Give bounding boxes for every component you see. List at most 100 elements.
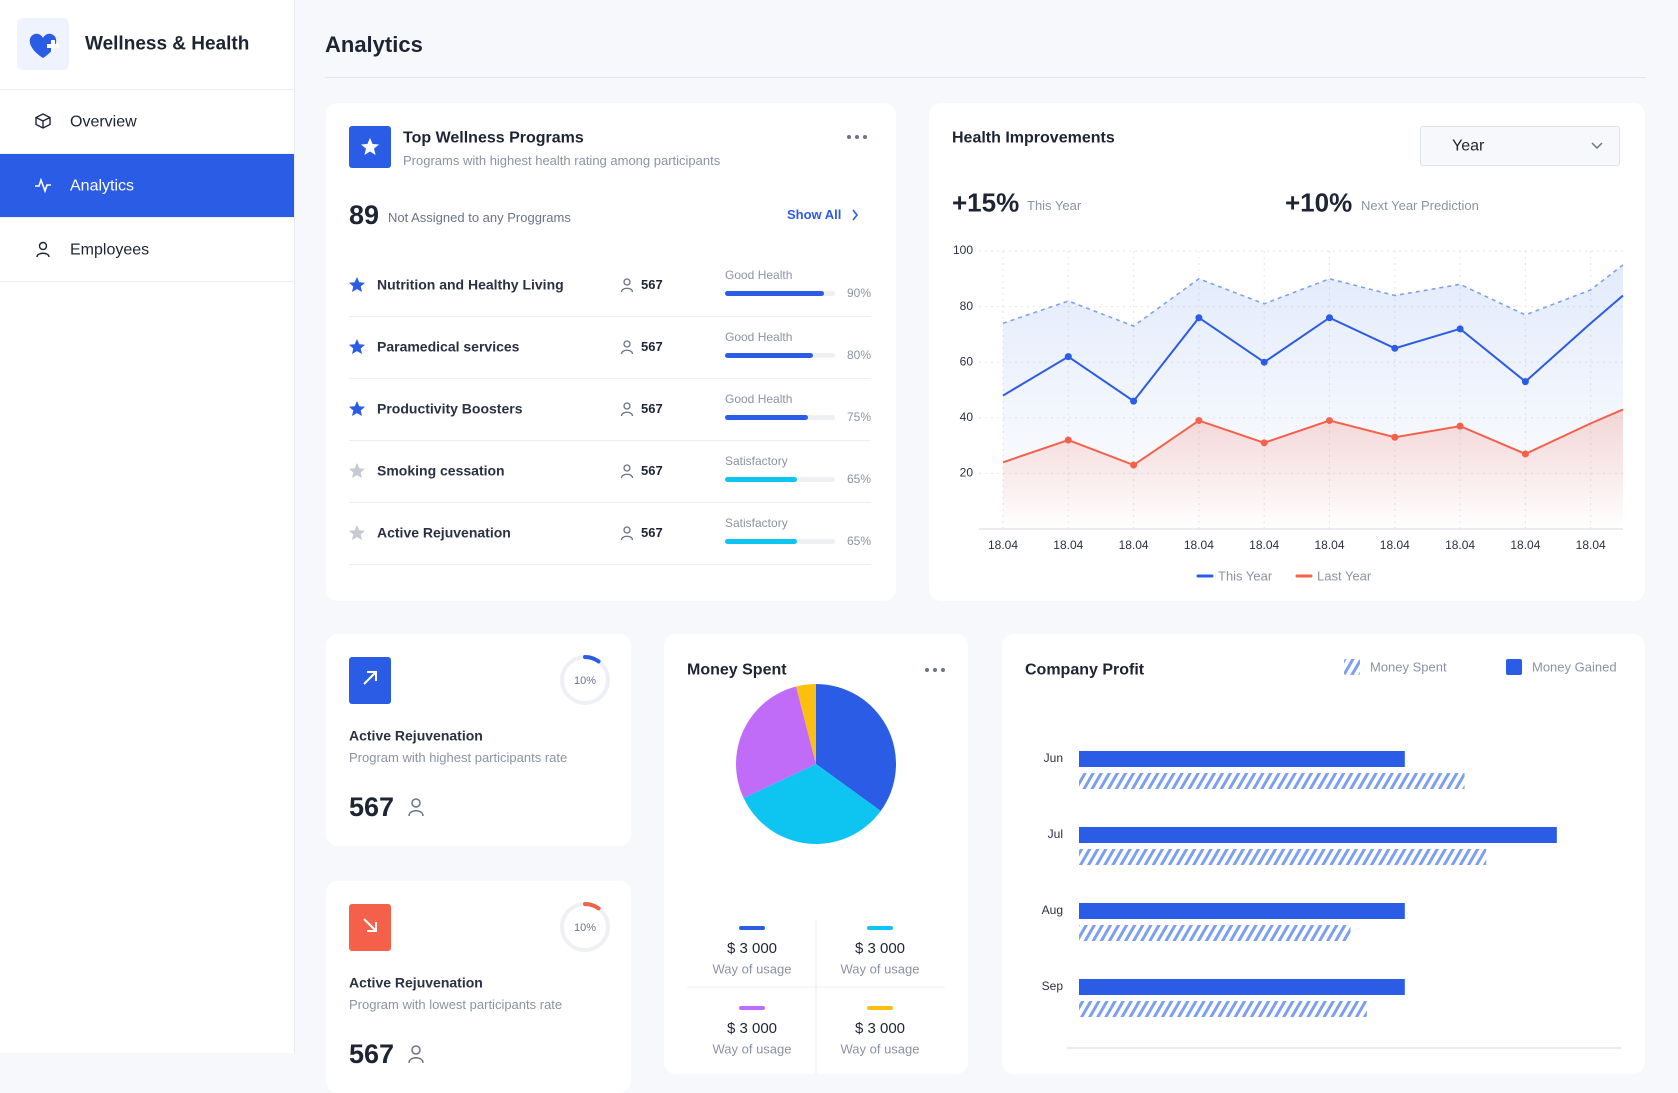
person-icon <box>619 401 635 422</box>
marker <box>1130 461 1138 469</box>
stat-title: Active Rejuvenation <box>349 727 483 744</box>
nav-item[interactable]: Employees <box>0 218 294 282</box>
nav-item[interactable]: Analytics <box>0 154 294 218</box>
pie-chart: $ 3 000 Way of usage $ 3 000 Way of usage $ … <box>687 684 945 1074</box>
x-tick-label: 18.04 <box>1510 538 1540 552</box>
count: 89 <box>349 199 380 230</box>
progress-label: 65% <box>846 471 871 486</box>
participants: 567 <box>641 401 663 417</box>
marker <box>1195 314 1203 322</box>
program-name: Smoking cessation <box>377 462 505 479</box>
gauge-label: 10% <box>574 922 596 934</box>
progress-bar <box>725 415 808 420</box>
stat-card: 10% Active Rejuvenation Program with lowes… <box>326 881 631 1093</box>
marker <box>1456 325 1464 333</box>
marker <box>1521 450 1529 458</box>
pie-slice <box>736 686 816 799</box>
y-tick-label: Sep <box>1042 979 1064 993</box>
profit-card: Company Profit Jun Jul Aug Sep Money Gained M… <box>1002 634 1645 1074</box>
legend-label: This Year <box>1218 568 1273 583</box>
legend-label: Money Gained <box>1532 659 1617 674</box>
program-name: Productivity Boosters <box>377 400 523 417</box>
progress-bar <box>725 477 797 482</box>
person-icon <box>619 277 635 298</box>
marker <box>1391 433 1399 441</box>
nav-label: Overview <box>70 113 137 131</box>
bar <box>1079 849 1487 865</box>
status: Good Health <box>725 329 793 344</box>
marker <box>1456 422 1464 430</box>
person-icon <box>619 525 635 546</box>
gauge-label: 10% <box>574 675 596 687</box>
program-name: Nutrition and Healthy Living <box>377 276 564 293</box>
gauge: 10% <box>559 654 611 706</box>
gauge-arc <box>560 902 610 952</box>
stat-subtitle: Program with lowest participants rate <box>349 997 563 1013</box>
bar-chart: Jun Jul Aug Sep Money Gained Money Spent <box>1042 659 1622 1049</box>
status: Good Health <box>725 267 793 282</box>
participants: 567 <box>641 525 663 541</box>
stat-label: This Year <box>1027 198 1082 214</box>
person-icon <box>619 339 635 360</box>
card-title: Health Improvements <box>952 129 1115 147</box>
count-label: Not Assigned to any Proggrams <box>388 210 571 226</box>
row-divider <box>349 440 871 441</box>
divider <box>325 77 1646 78</box>
menu[interactable] <box>846 133 868 141</box>
marker <box>1064 436 1072 444</box>
progress-label: 75% <box>846 409 871 424</box>
progress-label: 80% <box>846 347 871 362</box>
legend-label: Money Spent <box>1370 659 1447 674</box>
stat-value: +10% <box>1285 187 1353 218</box>
card-subtitle: Programs with highest health rating amon… <box>403 153 721 169</box>
select-value: Year <box>1452 137 1485 155</box>
star-icon <box>348 524 366 547</box>
menu[interactable] <box>924 666 946 674</box>
row-divider <box>349 564 871 565</box>
bar <box>1079 751 1405 767</box>
participants: 567 <box>641 277 663 293</box>
stat-value: 567 <box>349 791 395 822</box>
x-tick-label: 18.04 <box>1119 538 1149 552</box>
page-title: Analytics <box>325 31 423 57</box>
x-tick-label: 18.04 <box>988 538 1018 552</box>
row-divider <box>349 502 871 503</box>
legend-swatch <box>1344 659 1360 675</box>
stat-value: 567 <box>349 1038 395 1069</box>
select[interactable]: Year <box>1420 126 1620 166</box>
area <box>1003 409 1623 529</box>
x-tick-label: 18.04 <box>1380 538 1410 552</box>
nav-item[interactable]: Overview <box>0 90 294 154</box>
programs-card: Top Wellness Programs Programs with high… <box>326 103 896 601</box>
pie-slice <box>816 684 896 812</box>
x-tick-label: 18.04 <box>1445 538 1475 552</box>
y-tick-label: 60 <box>960 354 974 368</box>
legend-label: Way of usage <box>712 1041 791 1056</box>
legend-label: Way of usage <box>712 961 791 976</box>
pie-slice <box>796 684 816 764</box>
stat-card: 10% Active Rejuvenation Program with highe… <box>326 634 631 846</box>
stat-label: Next Year Prediction <box>1361 198 1479 214</box>
marker <box>1130 397 1138 405</box>
marker <box>1260 358 1268 366</box>
progress-bar <box>725 291 824 296</box>
legend-label: Way of usage <box>840 1041 919 1056</box>
gauge-svg: 10% <box>560 902 610 952</box>
bar <box>1079 903 1405 919</box>
show-all[interactable]: Show All <box>787 207 842 223</box>
bar <box>1079 827 1557 843</box>
health-card: Health Improvements Year +15% This Year … <box>929 103 1645 601</box>
page: {"sidebar":{"brand":"Wellness & Health",… <box>0 0 1646 1074</box>
card-title: Top Wellness Programs <box>403 129 584 147</box>
y-tick-label: 100 <box>953 243 973 257</box>
y-tick-label: 40 <box>960 410 974 424</box>
marker <box>1326 314 1333 322</box>
line <box>1002 264 1624 327</box>
y-tick-label: Jun <box>1044 751 1063 765</box>
legend-label: Last Year <box>1317 568 1372 583</box>
logo <box>17 18 69 70</box>
bar <box>1079 925 1351 941</box>
legend-label: Way of usage <box>840 961 919 976</box>
legend-swatch <box>1506 659 1522 675</box>
gauge-svg: 10% <box>560 655 610 705</box>
